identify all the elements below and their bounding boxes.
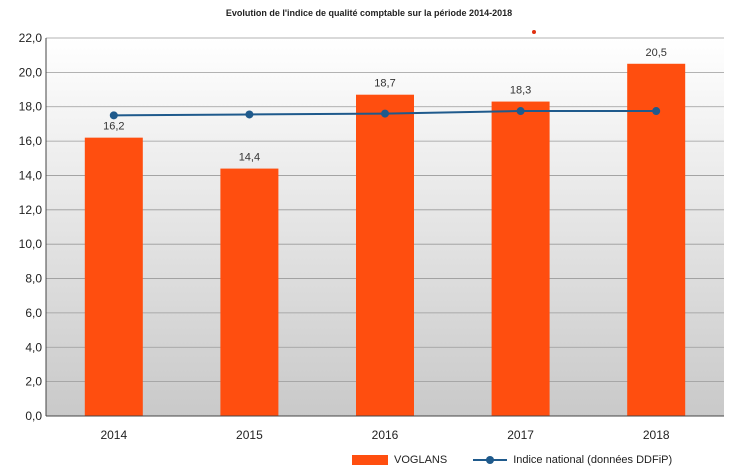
line-point: [516, 107, 525, 116]
y-tick-label: 8,0: [25, 272, 42, 286]
y-tick-label: 10,0: [19, 237, 43, 251]
line-point: [245, 110, 254, 119]
y-tick-label: 12,0: [19, 203, 43, 217]
bar: [491, 101, 550, 416]
bar-series: [84, 63, 686, 416]
legend-bar-label: VOGLANS: [394, 454, 448, 466]
bar-value-label: 14,4: [239, 152, 260, 164]
y-tick-label: 6,0: [25, 306, 42, 320]
y-tick-label: 18,0: [19, 100, 43, 114]
y-tick-label: 4,0: [25, 340, 42, 354]
bar-data-labels: 16,2 14,4 18,7 18,3 20,5: [103, 47, 667, 164]
x-tick-label: 2017: [507, 428, 534, 442]
stray-dot: [532, 30, 536, 34]
bar-value-label: 16,2: [103, 121, 124, 133]
x-tick-label: 2016: [372, 428, 399, 442]
bar: [84, 137, 143, 416]
bar-value-label: 18,7: [374, 78, 395, 90]
legend-line-label: Indice national (données DDFiP): [513, 454, 673, 466]
y-tick-label: 20,0: [19, 65, 43, 79]
legend-item-line: Indice national (données DDFiP): [473, 454, 672, 466]
line-point: [652, 107, 661, 116]
bar-value-label: 20,5: [645, 47, 666, 59]
y-tick-label: 14,0: [19, 168, 43, 182]
line-series: [109, 107, 661, 120]
bar: [356, 94, 414, 416]
chart-title: Evolution de l'indice de qualité comptab…: [225, 8, 513, 18]
bar: [627, 63, 686, 416]
legend-line-swatch: [473, 455, 508, 465]
legend-bar-swatch: [352, 455, 388, 465]
y-tick-label: 2,0: [25, 375, 42, 389]
legend-item-bar: VOGLANS: [352, 454, 447, 466]
bar-value-label: 18,3: [510, 85, 531, 97]
x-axis-ticks: 2014 2015 2016 2017 2018: [100, 428, 669, 442]
y-tick-label: 0,0: [25, 409, 42, 423]
y-tick-label: 22,0: [19, 31, 43, 45]
bar: [220, 168, 279, 416]
y-axis-ticks: 0,0 2,0 4,0 6,0 8,0 10,0 12,0 14,0 16,0 18,0 20,0 2…: [19, 31, 43, 423]
line-point: [381, 109, 389, 118]
x-tick-label: 2018: [643, 428, 670, 442]
y-tick-label: 16,0: [19, 134, 43, 148]
legend: VOGLANS Indice national (données DDFiP): [352, 452, 698, 468]
x-tick-label: 2015: [236, 428, 263, 442]
x-tick-label: 2014: [100, 428, 127, 442]
line-point: [109, 111, 118, 120]
